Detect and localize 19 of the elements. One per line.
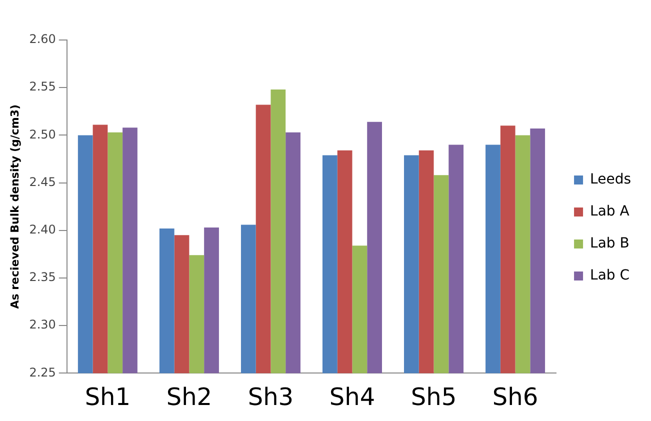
x-tick-label: Sh5 [410, 382, 457, 411]
y-tick-label: 2.50 [29, 127, 56, 142]
y-tick-label: 2.35 [29, 270, 56, 284]
x-tick-label: Sh2 [166, 382, 212, 411]
y-tick-label: 2.40 [29, 222, 56, 237]
y-tick-label: 2.55 [29, 80, 56, 94]
y-tick-label: 2.25 [29, 365, 56, 380]
y-axis-title: As recieved Bulk density (g/cm3) [8, 104, 22, 309]
y-tick-label: 2.30 [29, 318, 56, 332]
y-tick-label: 2.60 [29, 32, 56, 46]
x-tick-label: Sh4 [329, 382, 376, 411]
legend-label: Lab C [590, 268, 630, 284]
x-tick-label: Sh6 [492, 382, 538, 411]
legend-label: Leeds [590, 172, 632, 188]
x-tick-label: Sh1 [84, 382, 131, 411]
legend-label: Lab B [590, 236, 630, 252]
x-tick-label: Sh3 [248, 382, 294, 411]
y-tick-label: 2.45 [29, 174, 56, 189]
legend-label: Lab A [590, 204, 630, 220]
